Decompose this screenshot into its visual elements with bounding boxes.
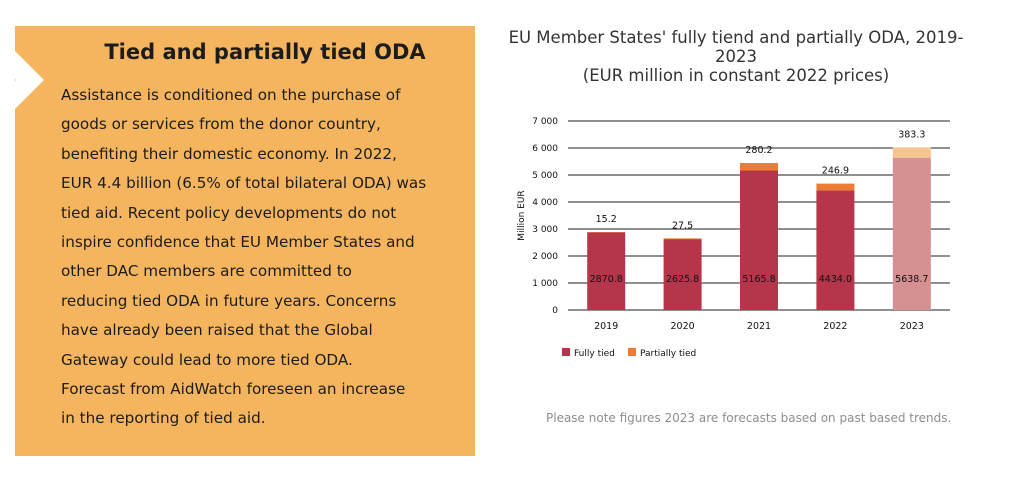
- chart-title: EU Member States' fully tiend and partia…: [496, 28, 976, 85]
- y-tick-label: 7 000: [532, 117, 558, 127]
- panel-line: have already been raised that the Global: [61, 321, 373, 340]
- info-panel: Tied and partially tied ODA Assistance i…: [15, 26, 475, 456]
- x-tick-label: 2019: [594, 321, 618, 332]
- x-tick-label: 2022: [823, 321, 847, 332]
- bar-partially-tied: [740, 162, 778, 171]
- forecast-note: Please note figures 2023 are forecasts b…: [546, 411, 952, 425]
- data-label-fully-tied: 2625.8: [666, 274, 699, 285]
- data-label-partially-tied: 246.9: [822, 166, 849, 177]
- data-label-fully-tied: 4434.0: [819, 274, 852, 285]
- panel-line: Gateway could lead to more tied ODA.: [61, 350, 353, 369]
- bar-partially-tied: [663, 238, 702, 240]
- bar-fully-tied: [740, 170, 778, 310]
- data-label-fully-tied: 5638.7: [895, 274, 928, 285]
- x-tick-label: 2020: [671, 321, 695, 332]
- data-label-partially-tied: 383.3: [898, 129, 925, 140]
- panel-line: EUR 4.4 billion (6.5% of total bilateral…: [61, 174, 427, 193]
- panel-line: goods or services from the donor country…: [61, 115, 381, 134]
- panel-title: Tied and partially tied ODA: [104, 40, 426, 64]
- y-tick-label: 6 000: [532, 144, 558, 154]
- bar-fully-tied: [816, 190, 855, 310]
- chart-title-line: 2023: [715, 47, 757, 66]
- panel-line: benefiting their domestic economy. In 20…: [61, 144, 397, 163]
- chart-title-line: EU Member States' fully tiend and partia…: [508, 28, 964, 47]
- panel-line: tied aid. Recent policy developments do …: [61, 203, 397, 222]
- stacked-bar-chart: 0 1 000 2 000 3 000 4 000 5 000 6 000 7 000 Mill…: [517, 117, 950, 359]
- panel-body: Assistance is conditioned on the purchas…: [61, 81, 441, 434]
- bar-fully-tied: [892, 157, 931, 310]
- bar-partially-tied: [892, 147, 931, 158]
- panel-line: Forecast from AidWatch foreseen an incre…: [61, 380, 406, 399]
- legend-label-partially-tied: Partially tied: [640, 349, 696, 359]
- panel-line: in the reporting of tied aid.: [61, 409, 266, 428]
- x-tick-label: 2021: [747, 321, 771, 332]
- bar-partially-tied: [816, 183, 855, 191]
- data-label-partially-tied: 27.5: [672, 220, 693, 231]
- data-label-fully-tied: 2870.8: [590, 274, 623, 285]
- panel-line: other DAC members are committed to: [61, 262, 352, 281]
- y-tick-label: 4 000: [532, 198, 558, 208]
- x-tick-label: 2023: [900, 321, 924, 332]
- data-label-fully-tied: 5165.8: [742, 274, 775, 285]
- bar-fully-tied: [663, 239, 702, 310]
- panel-line: reducing tied ODA in future years. Conce…: [61, 291, 397, 310]
- chart-title-line: (EUR million in constant 2022 prices): [582, 66, 890, 85]
- y-tick-label: 5 000: [532, 171, 558, 181]
- data-label-partially-tied: 15.2: [596, 214, 617, 225]
- bar-fully-tied: [587, 232, 626, 310]
- legend-label-fully-tied: Fully tied: [574, 349, 615, 359]
- panel-line: inspire confidence that EU Member States…: [61, 233, 415, 252]
- legend-swatch-partially-tied: [628, 348, 636, 356]
- legend-swatch-fully-tied: [562, 348, 570, 356]
- y-tick-label: 3 000: [532, 225, 558, 235]
- chevron-right-icon: [0, 50, 44, 110]
- panel-line: Assistance is conditioned on the purchas…: [61, 86, 401, 104]
- y-axis-label: Million EUR: [517, 190, 527, 240]
- data-label-partially-tied: 280.2: [745, 145, 772, 156]
- y-tick-label: 2 000: [532, 252, 558, 262]
- y-tick-label: 0: [552, 306, 558, 316]
- y-tick-label: 1 000: [532, 279, 558, 289]
